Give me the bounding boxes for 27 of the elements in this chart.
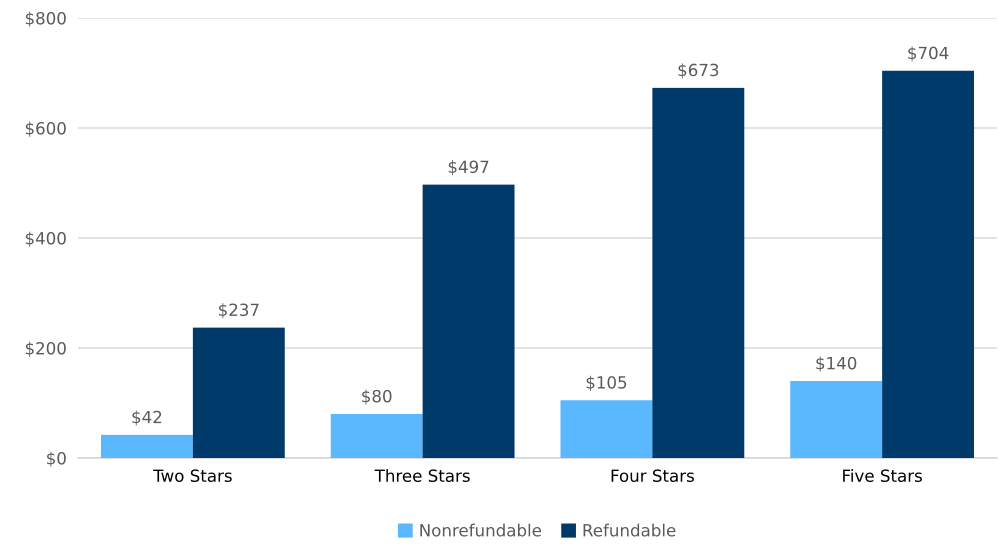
- data-label: $704: [908, 46, 948, 62]
- x-tick-label: Three Stars: [374, 469, 470, 482]
- bar: [652, 88, 744, 458]
- bar: [790, 381, 882, 458]
- data-label: $105: [586, 376, 626, 391]
- y-tick-label: $400: [26, 232, 66, 247]
- x-tick-label: Four Stars: [612, 469, 694, 482]
- y-tick-label: $0: [47, 452, 66, 467]
- bar: [330, 414, 423, 458]
- x-tick-label: Two Stars: [153, 469, 232, 482]
- bar: [882, 70, 974, 458]
- legend-label: Nonrefundable: [420, 524, 542, 537]
- bar: [192, 328, 285, 458]
- data-label: $237: [219, 303, 259, 318]
- x-tick-label: Five Stars: [843, 469, 922, 482]
- data-label: $497: [448, 160, 488, 176]
- data-label: $80: [362, 390, 392, 405]
- data-label: $140: [816, 356, 856, 372]
- y-tick-label: $600: [26, 122, 66, 137]
- legend-label: Refundable: [584, 524, 676, 537]
- bar: [422, 184, 515, 458]
- bar: [100, 434, 193, 458]
- data-label: $42: [132, 410, 162, 426]
- y-tick-label: $800: [26, 12, 66, 27]
- bar: [560, 400, 652, 458]
- y-tick-label: $200: [26, 342, 66, 357]
- data-label: $673: [678, 63, 718, 78]
